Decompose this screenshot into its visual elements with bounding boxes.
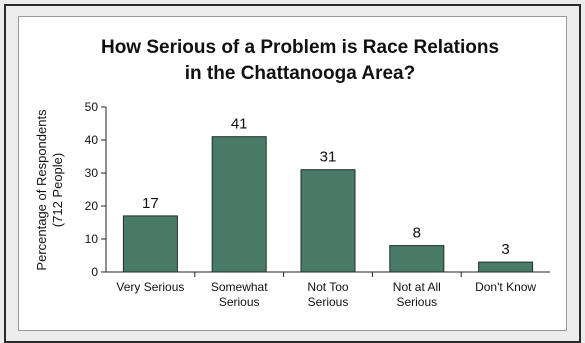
x-category-label: Not Too <box>307 280 348 294</box>
bar <box>300 169 356 273</box>
bar-value-label: 31 <box>320 149 337 166</box>
bar <box>478 261 534 273</box>
bar <box>211 136 267 273</box>
x-category-label: Serious <box>396 295 437 309</box>
x-category-label: Not at All <box>393 280 441 294</box>
chart-panel <box>18 16 567 331</box>
y-axis-label: Percentage of Respondents (712 People) <box>34 109 65 271</box>
x-category-label: Serious <box>308 295 349 309</box>
y-tick-label: 20 <box>85 199 99 213</box>
chart-title-line-1: How Serious of a Problem is Race Relatio… <box>101 37 499 58</box>
y-tick-label: 0 <box>91 265 98 279</box>
bar-value-label: 8 <box>413 225 421 242</box>
chart-title-line-2: in the Chattanooga Area? <box>185 63 415 84</box>
x-category-label: Don't Know <box>475 280 536 294</box>
x-category-label: Somewhat <box>211 280 268 294</box>
y-tick-label: 50 <box>85 100 99 114</box>
y-tick-label: 30 <box>85 166 99 180</box>
bar-value-label: 41 <box>231 116 248 133</box>
y-axis-label-line-2: (712 People) <box>50 153 65 227</box>
bar-value-label: 17 <box>142 195 159 212</box>
bar <box>122 215 178 273</box>
x-category-label: Serious <box>219 295 260 309</box>
y-tick-label: 40 <box>85 133 99 147</box>
bar <box>389 245 445 273</box>
x-category-label: Very Serious <box>116 280 184 294</box>
y-tick-label: 10 <box>85 232 99 246</box>
chart-frame <box>4 4 581 343</box>
bar-value-label: 3 <box>501 241 509 258</box>
y-axis-label-line-1: Percentage of Respondents <box>34 109 49 271</box>
